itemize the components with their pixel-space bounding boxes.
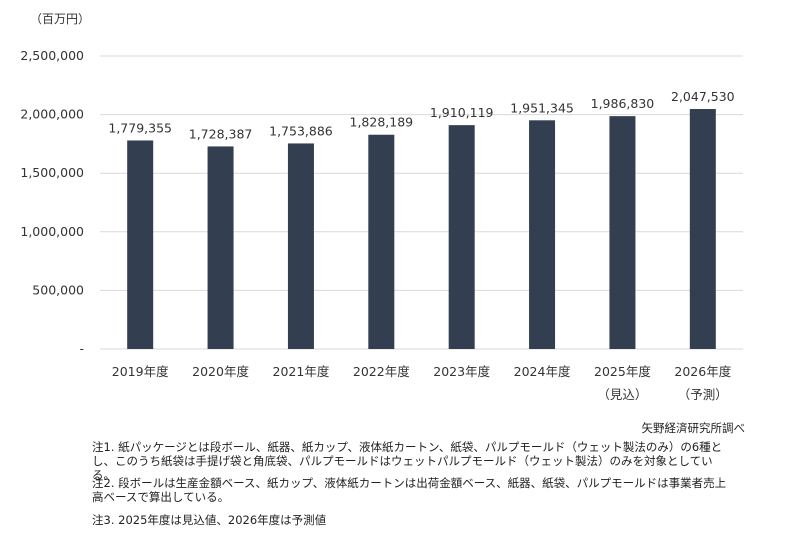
x-tick-label: 2019年度 (112, 364, 169, 379)
x-tick-sublabel: （予測） (678, 387, 728, 402)
value-label: 1,728,387 (189, 126, 253, 141)
bar-2019年度 (127, 140, 154, 349)
bar-2020年度 (207, 146, 234, 349)
value-label: 2,047,530 (671, 89, 735, 104)
bar-2021年度 (287, 143, 314, 349)
note-3: 注3. 2025年度は見込値、2026年度は予測値 (92, 513, 327, 527)
x-tick-label: 2023年度 (433, 364, 490, 379)
x-tick-label: 2025年度 (594, 364, 651, 379)
bar-chart: （百万円） - 500,000 1,000,000 1,500,000 2,000,00… (20, 12, 743, 402)
value-label: 1,753,886 (269, 123, 333, 138)
bar-2025年度 (609, 116, 636, 349)
y-tick-label: - (79, 341, 84, 356)
value-label: 1,828,189 (350, 115, 414, 130)
x-tick-label: 2022年度 (353, 364, 410, 379)
y-tick-label: 1,500,000 (20, 165, 84, 180)
x-tick-label: 2020年度 (192, 364, 249, 379)
x-tick-label: 2026年度 (674, 364, 731, 379)
bar-2024年度 (529, 120, 556, 349)
x-tick-label: 2021年度 (273, 364, 330, 379)
bar-2022年度 (368, 134, 395, 349)
bars (127, 109, 716, 350)
bar-2023年度 (448, 125, 475, 349)
value-labels: 1,779,355 1,728,387 1,753,886 1,828,189 1,91… (108, 89, 734, 141)
value-label: 1,910,119 (430, 105, 494, 120)
y-axis: - 500,000 1,000,000 1,500,000 2,000,000 2,500… (20, 48, 84, 356)
value-label: 1,779,355 (108, 120, 172, 135)
value-label: 1,986,830 (591, 96, 655, 111)
y-tick-label: 2,500,000 (20, 48, 84, 63)
value-label: 1,951,345 (510, 100, 574, 115)
note-1: 注1. 紙パッケージとは段ボール、紙器、紙カップ、液体紙カートン、紙袋、パルプモ… (92, 440, 723, 482)
y-unit-label: （百万円） (30, 12, 90, 26)
x-tick-label: 2024年度 (514, 364, 571, 379)
bar-2026年度 (689, 109, 716, 350)
y-tick-label: 500,000 (32, 282, 84, 297)
x-axis: 2019年度 2020年度 2021年度 2022年度 2023年度 2024年度 2025… (112, 364, 732, 402)
gridlines (100, 55, 743, 350)
y-tick-label: 1,000,000 (20, 224, 84, 239)
note-2: 注2. 段ボールは生産金額ベース、紙カップ、液体紙カートンは出荷金額ベース、紙器… (92, 476, 727, 504)
y-tick-label: 2,000,000 (20, 107, 84, 122)
source-credit: 矢野経済研究所調べ (641, 421, 746, 435)
x-tick-sublabel: （見込） (597, 387, 647, 402)
